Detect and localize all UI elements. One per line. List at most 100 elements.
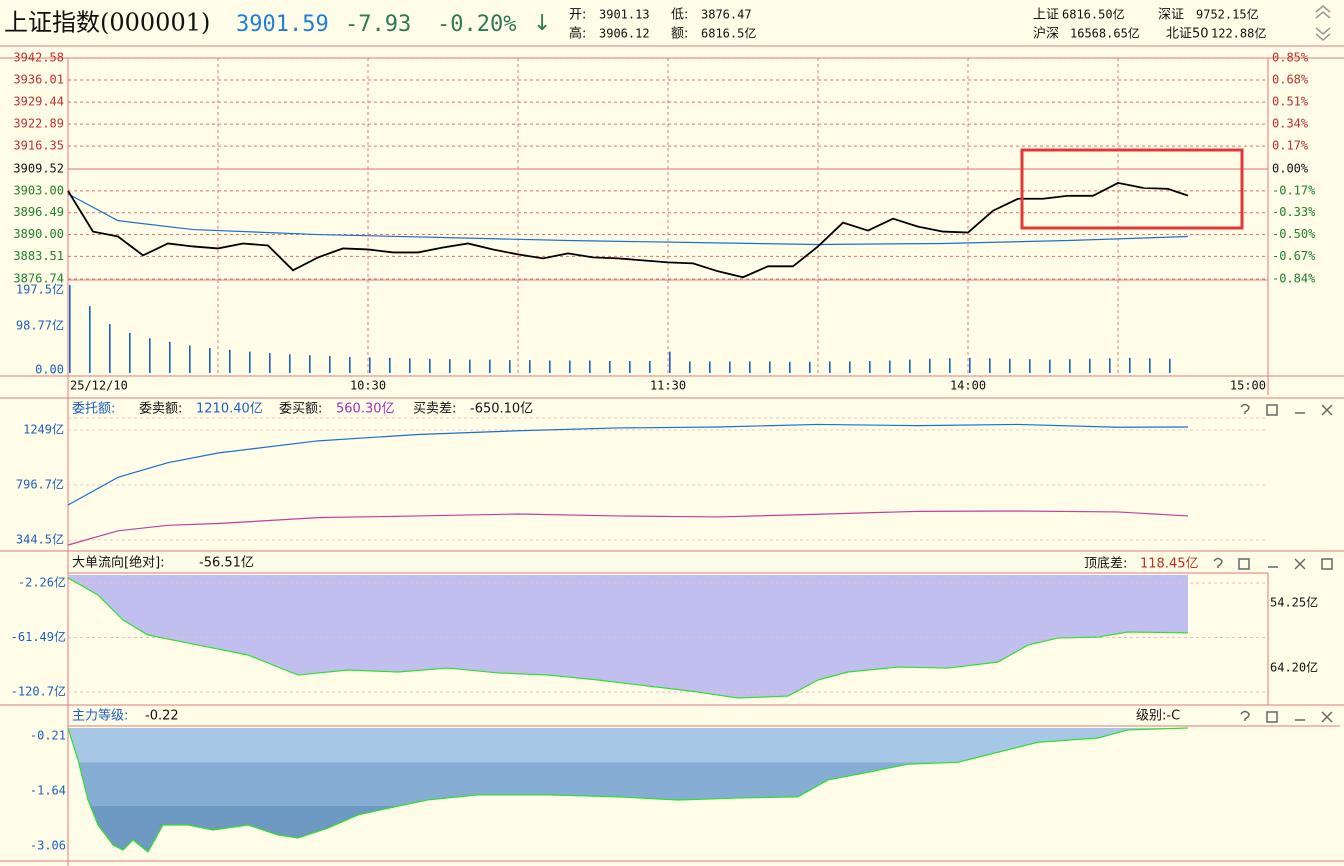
y-tick-label: -0.21 (30, 729, 66, 743)
title: 上证指数(000001) (4, 9, 210, 37)
level-title: 主力等级: (72, 708, 128, 724)
volume-bar (1049, 359, 1051, 373)
y-tick-label: -1.64 (30, 784, 66, 798)
volume-bar (1069, 359, 1071, 373)
volume-bar (629, 360, 631, 373)
stat-value: 3906.12 (599, 27, 650, 41)
x-tick-label: 15:00 (1230, 379, 1266, 393)
y-tick-label: -61.49亿 (11, 629, 66, 644)
volume-bar (329, 356, 331, 373)
volume-bar (89, 306, 91, 373)
volume-bar (1009, 358, 1011, 373)
market-value: 16568.65亿 (1070, 26, 1140, 41)
y-tick-label: 3942.58 (13, 51, 64, 65)
volume-bar (589, 360, 591, 373)
pct-tick-label: -0.33% (1272, 205, 1316, 219)
right-label: 64.20亿 (1270, 660, 1318, 675)
volume-bar (989, 358, 991, 373)
volume-bar (229, 349, 231, 373)
volume-bar (829, 361, 831, 373)
stat-value: 6816.5亿 (701, 26, 756, 41)
market-value: 6816.50亿 (1062, 7, 1125, 22)
pct-tick-label: 0.17% (1272, 139, 1309, 153)
pct-tick-label: 0.85% (1272, 51, 1309, 65)
right-label: 54.25亿 (1270, 595, 1318, 610)
price-line (67, 181, 1189, 279)
volume-bar (309, 355, 311, 373)
stat-label: 开: (569, 8, 586, 23)
pct-tick-label: 0.00% (1272, 162, 1309, 176)
volume-bar (529, 360, 531, 373)
order-diff-value: -650.10亿 (470, 402, 533, 417)
pct-tick-label: 0.34% (1272, 117, 1309, 131)
order-buy-label: 委买额: (279, 402, 322, 417)
volume-bar (349, 356, 351, 373)
y-tick-label: -2.26亿 (18, 574, 66, 589)
y-tick-label: 0.00 (35, 363, 64, 377)
volume-bar (1149, 358, 1151, 373)
volume-bar (109, 323, 111, 373)
volume-bar (189, 345, 191, 373)
volume-bar (749, 361, 751, 373)
market-label: 沪深 (1033, 26, 1059, 42)
y-tick-label: 98.77亿 (16, 317, 64, 332)
market-label: 上证 (1033, 8, 1059, 23)
volume-bar (389, 357, 391, 373)
pct-tick-label: -0.50% (1272, 227, 1316, 241)
volume-bar (849, 361, 851, 373)
order-buy-value: 560.30亿 (336, 402, 395, 417)
volume-bar (129, 332, 131, 373)
y-tick-label: 3929.44 (13, 95, 64, 109)
volume-bar (889, 360, 891, 373)
y-tick-label: 344.5亿 (16, 531, 64, 546)
volume-bar (769, 361, 771, 373)
flow-line (67, 577, 1189, 699)
volume-bar (809, 361, 811, 373)
y-tick-label: 3909.52 (13, 162, 64, 176)
change-pct: -0.20% (437, 12, 516, 37)
volume-bar (869, 360, 871, 373)
market-value: 122.88亿 (1211, 26, 1266, 41)
order-diff-label: 买卖差: (413, 402, 456, 417)
volume-bar (709, 361, 711, 373)
y-tick-label: 3876.74 (13, 272, 64, 286)
volume-bar (249, 351, 251, 373)
volume-bar (489, 359, 491, 373)
highlight-box (1020, 148, 1244, 230)
volume-bar (929, 358, 931, 373)
volume-bar (969, 357, 971, 373)
pct-tick-label: 0.68% (1272, 73, 1309, 87)
y-tick-label: 3903.00 (13, 183, 64, 197)
sell-line (67, 423, 1189, 506)
y-tick-label: 3916.35 (13, 139, 64, 153)
average-line (67, 193, 1189, 246)
x-tick-label: 11:30 (650, 379, 686, 393)
y-tick-label: -3.06 (30, 838, 66, 852)
volume-bar (149, 338, 151, 373)
volume-bar (569, 360, 571, 373)
spread-label: 顶底差: (1084, 556, 1127, 572)
stat-label: 高: (569, 26, 586, 42)
volume-bar (429, 358, 431, 373)
volume-bar (409, 358, 411, 373)
y-tick-label: 3922.89 (13, 117, 64, 131)
stat-label: 低: (671, 8, 688, 23)
y-tick-label: 3896.49 (13, 205, 64, 219)
volume-bar (169, 341, 171, 373)
flow-area (68, 575, 1188, 699)
pct-tick-label: -0.17% (1272, 183, 1316, 197)
order-sell-label: 委卖额: (139, 402, 182, 417)
volume-bar (789, 361, 791, 373)
flow-title: 大单流向[绝对]: (72, 555, 165, 571)
volume-bar (669, 351, 671, 373)
volume-bar (909, 359, 911, 373)
stat-label: 额: (671, 27, 688, 42)
panel-buttons[interactable] (1213, 5, 1333, 723)
volume-bar (209, 348, 211, 373)
arrow: ↓ (533, 11, 551, 36)
volume-bar (269, 352, 271, 373)
pct-tick-label: -0.84% (1272, 272, 1316, 286)
volume-bar (729, 361, 731, 373)
pct-tick-label: -0.67% (1272, 249, 1316, 263)
level-area (68, 728, 1188, 852)
